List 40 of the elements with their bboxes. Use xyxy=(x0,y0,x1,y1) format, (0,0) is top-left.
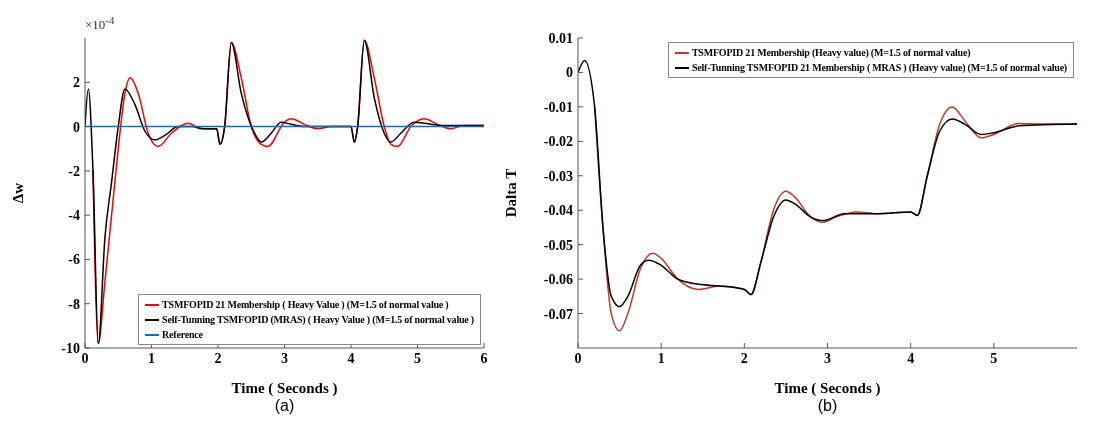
x-tick-label: 4 xyxy=(347,350,355,366)
x-tick-label: 2 xyxy=(740,350,748,366)
legend-label: Reference xyxy=(162,328,203,342)
line-series xyxy=(578,59,1077,308)
x-tick-label: 5 xyxy=(414,350,421,366)
legend-label: TSMFOPID 21 Membership ( Heavy Value ) (M=1.5 of normal value ) xyxy=(162,298,449,312)
y-tick-label: -0.06 xyxy=(543,272,573,288)
y-axis-title: Dalta T xyxy=(503,168,520,218)
y-tick-label: -10 xyxy=(61,340,80,356)
y-tick-label: -2 xyxy=(68,163,80,179)
y-tick-label: -0.05 xyxy=(543,237,573,253)
y-tick-label: 0 xyxy=(566,65,573,81)
y-tick-label: -6 xyxy=(68,252,80,268)
x-tick-label: 1 xyxy=(657,350,665,366)
y-tick-label: -0.07 xyxy=(543,306,573,322)
x-tick-label: 6 xyxy=(480,350,488,366)
y-tick-label: -0.02 xyxy=(543,134,573,150)
x-tick-label: 3 xyxy=(281,350,288,366)
x-tick-label: 4 xyxy=(907,350,915,366)
text: (a) xyxy=(273,397,296,415)
text: ×10$^{-4}$ xyxy=(85,14,115,34)
x-tick-label: 2 xyxy=(214,350,222,366)
y-tick-label: -8 xyxy=(68,296,80,312)
y-tick-label: -0.04 xyxy=(543,203,573,219)
x-tick-label: 1 xyxy=(148,350,155,366)
legend-label: Self-Tunning TSMFOPID (MRAS) ( Heavy Value ) (M=1.5 of normal value ) xyxy=(162,313,474,327)
y-tick-label: -4 xyxy=(68,208,80,224)
x-tick-label: 5 xyxy=(990,350,998,366)
y-tick-label: 0.01 xyxy=(548,30,573,46)
y-tick-label: -0.01 xyxy=(543,99,573,115)
x-axis-title: Time ( Seconds ) xyxy=(774,380,881,397)
y-tick-label: -0.03 xyxy=(543,168,573,184)
legend-label: TSMFOPID 21 Membership (Heavy value) (M=1.5 of normal value) xyxy=(691,46,971,60)
x-axis-title: Time ( Seconds ) xyxy=(231,380,338,397)
y-axis-title: Δw xyxy=(10,182,27,204)
x-tick-label: 3 xyxy=(824,350,831,366)
text: (b) xyxy=(816,397,839,415)
y-tick-label: 2 xyxy=(73,75,80,91)
legend-label: Self-Tunning TSMFOPID 21 Membership ( MRAS ) (Heavy value) (M=1.5 of normal value) xyxy=(691,61,1067,75)
y-tick-label: 0 xyxy=(73,119,80,135)
